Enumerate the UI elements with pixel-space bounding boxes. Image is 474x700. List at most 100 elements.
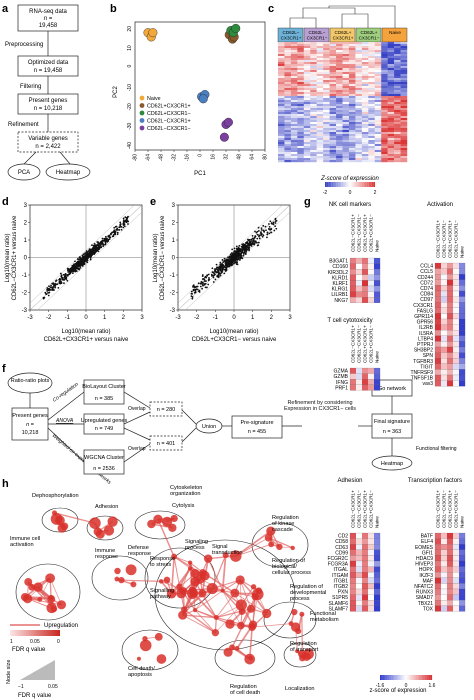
e-scatter [177, 204, 291, 311]
g-cell [447, 263, 454, 269]
final-n: n = 363 [383, 429, 402, 435]
g-scale-tick: 0 [405, 683, 408, 689]
heatmap-cell [387, 68, 395, 71]
ytick-label: 3 [172, 203, 176, 209]
heatmap-cell [374, 82, 382, 85]
g-cell [374, 263, 381, 270]
heatmap-cell [355, 104, 363, 107]
heatmap-cell [368, 64, 375, 67]
h-node [225, 619, 235, 629]
scatter-point [205, 280, 207, 282]
pca-legend-label: CD62L−CX3CR1− [147, 126, 191, 132]
g-cell [447, 369, 454, 376]
heatmap-cell [374, 142, 382, 145]
pca-ytick-label: 20 [127, 26, 133, 32]
heatmap-cell [342, 46, 350, 49]
heatmap-cell [342, 146, 350, 149]
heatmap-cell [394, 94, 401, 97]
heatmap-cell [297, 76, 304, 79]
heatmap-cell [387, 130, 395, 133]
heatmap-cell [290, 116, 298, 119]
scale-cell [371, 182, 373, 187]
pca-xtick-label: 32 [223, 154, 229, 160]
heatmap-cell [394, 80, 401, 83]
heatmap-cell [284, 100, 292, 103]
h-edge [235, 543, 272, 557]
scatter-point [205, 276, 208, 279]
heatmap-cell [284, 150, 292, 153]
heatmap-cell [355, 150, 363, 153]
h-term-label: Cytolysis [172, 503, 195, 509]
h-edge [121, 579, 162, 582]
h-node [248, 620, 258, 629]
heatmap-cell [336, 42, 343, 45]
heatmap-cell [297, 70, 304, 73]
pca-ytick-label: -30 [127, 122, 133, 129]
g-cell [350, 368, 357, 374]
heatmap-cell [394, 96, 401, 99]
heatmap-cell [297, 114, 304, 117]
scatter-point [261, 235, 264, 238]
act-title: Activation [427, 202, 453, 208]
g-cell [453, 544, 460, 550]
heatmap-cell [381, 66, 388, 69]
h-node [89, 517, 101, 529]
scatter-point [87, 252, 90, 255]
heatmap-cell [348, 62, 356, 65]
heatmap-cell [361, 50, 369, 53]
h-node [303, 648, 314, 660]
heatmap-cell [368, 158, 375, 161]
heatmap-cell [342, 64, 350, 67]
g-cell [447, 330, 454, 336]
heatmap-cell [361, 128, 369, 131]
heatmap-cell [284, 132, 292, 135]
heatmap-cell [387, 140, 395, 143]
heatmap-cell [368, 82, 375, 85]
heatmap-cell [387, 66, 395, 69]
upreg-box [83, 413, 125, 435]
scatter-point [248, 246, 251, 249]
heatmap-cell [290, 102, 298, 105]
heatmap-cell [316, 86, 324, 89]
heatmap-cell [316, 148, 324, 151]
heatmap-cell [394, 70, 401, 73]
heatmap-cell [336, 160, 343, 163]
heatmap-cell [374, 58, 382, 61]
heatmap-cell [278, 100, 285, 103]
heatmap-cell [310, 148, 317, 151]
heatmap-cell [361, 46, 369, 49]
heatmap-cell [316, 132, 324, 135]
g-cell [435, 544, 442, 550]
heatmap-cell [329, 62, 337, 65]
heatmap-cell [342, 86, 350, 89]
heatmap-cell [348, 74, 356, 77]
scatter-point [221, 259, 224, 261]
heatmap-cell [323, 94, 330, 97]
heatmap-cell [336, 110, 343, 113]
heatmap-cell [310, 80, 317, 83]
refine-text: Refinement by considering Expression in … [284, 400, 356, 413]
scatter-point [81, 254, 84, 257]
heatmap-cell [284, 102, 292, 105]
heatmap-cell [400, 92, 408, 95]
g-col-label: CD62L−CX3CR1+ [351, 214, 356, 252]
scatter-point [93, 242, 96, 245]
heatmap-cell [355, 98, 363, 101]
heatmap-cell [400, 48, 408, 51]
heatmap-cell [381, 136, 388, 139]
g-cell [374, 274, 381, 281]
g-cell [447, 313, 454, 320]
g-gene-label: HIVEP3 [415, 562, 433, 568]
scatter-point [78, 268, 81, 271]
scatter-point [71, 264, 74, 267]
heatmap-label: Heatmap [56, 170, 81, 176]
g-cell [447, 363, 454, 370]
g-cell [441, 555, 448, 562]
scatter-point [219, 261, 222, 264]
g-col-label: CD62L−CX3CR1− [442, 220, 447, 258]
upreg-legend-label: Upregulation [44, 623, 78, 629]
heatmap-cell [342, 50, 350, 53]
heatmap-cell [400, 94, 408, 97]
scatter-point [233, 247, 236, 250]
heatmap-cell [284, 78, 292, 81]
